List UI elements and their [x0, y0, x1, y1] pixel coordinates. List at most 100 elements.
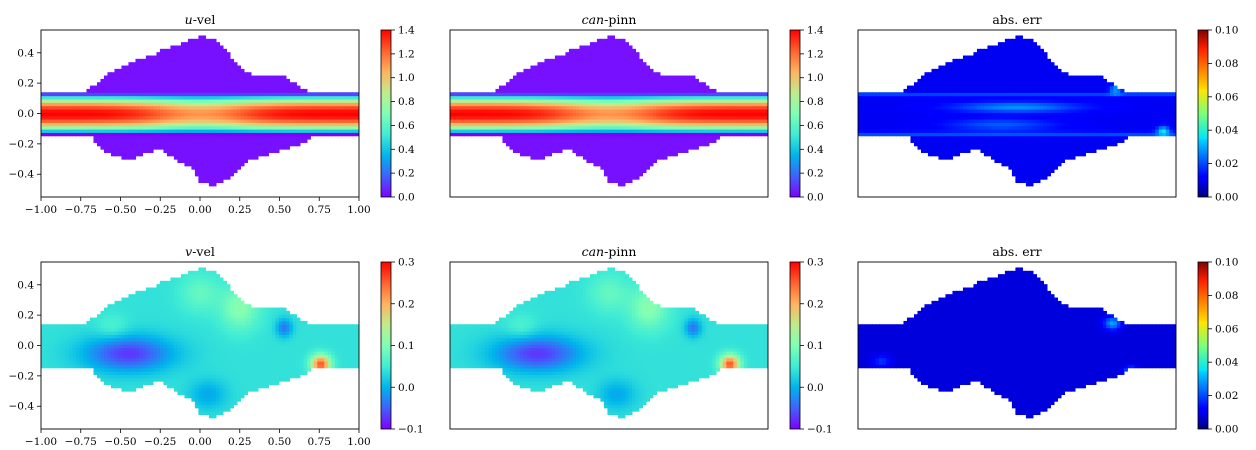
heatmap-cell	[673, 135, 678, 140]
heatmap-cell	[575, 52, 581, 57]
heatmap-cell	[698, 95, 703, 100]
heatmap-cell	[927, 145, 933, 150]
heatmap-cell	[607, 145, 612, 150]
heatmap-cell	[240, 159, 245, 163]
heatmap-cell	[861, 98, 866, 103]
heatmap-cell	[491, 92, 497, 97]
heatmap-cell	[145, 115, 151, 120]
heatmap-cell	[603, 159, 609, 163]
heatmap-cell	[61, 132, 67, 137]
heatmap-cell	[282, 132, 287, 137]
heatmap-cell	[659, 78, 664, 83]
heatmap-cell	[656, 108, 661, 113]
heatmap-cell	[474, 98, 479, 103]
heatmap-cell	[575, 62, 581, 67]
heatmap-cell	[201, 159, 207, 163]
heatmap-cell	[712, 125, 717, 130]
heatmap-cell	[906, 108, 912, 113]
heatmap-cell	[554, 108, 560, 113]
heatmap-cell	[467, 98, 472, 103]
heatmap-cell	[948, 118, 954, 123]
heatmap-cell	[240, 162, 245, 167]
heatmap-cell	[719, 108, 724, 113]
heatmap-cell	[757, 98, 762, 103]
heatmap-cell	[910, 139, 915, 143]
heatmap-cell	[722, 115, 727, 120]
heatmap-cell	[677, 88, 682, 93]
heatmap-cell	[673, 139, 678, 143]
heatmap-cell	[184, 142, 189, 147]
heatmap-cell	[603, 68, 609, 73]
heatmap-cell	[596, 55, 602, 60]
heatmap-cell	[865, 98, 870, 103]
heatmap-cell	[698, 122, 703, 127]
heatmap-cell	[198, 35, 203, 40]
heatmap-cell	[250, 152, 255, 157]
heatmap-cell	[684, 125, 689, 130]
heatmap-cell	[747, 105, 752, 110]
heatmap-cell	[254, 125, 259, 130]
heatmap-cell	[945, 82, 950, 87]
heatmap-cell	[589, 42, 595, 47]
heatmap-cell	[177, 102, 182, 107]
heatmap-cell	[264, 95, 269, 100]
heatmap-cell	[670, 102, 675, 107]
heatmap-cell	[628, 142, 633, 147]
heatmap-cell	[948, 72, 954, 77]
heatmap-cell	[275, 108, 280, 113]
heatmap-cell	[163, 142, 168, 147]
heatmap-cell	[177, 159, 182, 163]
heatmap-cell	[920, 102, 926, 107]
heatmap-cell	[453, 105, 458, 110]
heatmap-cell	[89, 108, 95, 113]
heatmap-cell	[299, 125, 304, 130]
heatmap-cell	[708, 95, 713, 100]
heatmap-cell	[219, 55, 224, 60]
heatmap-cell	[565, 98, 570, 103]
heatmap-cell	[896, 108, 901, 113]
heatmap-cell	[145, 65, 151, 70]
heatmap-cell	[558, 65, 563, 70]
heatmap-cell	[705, 115, 710, 120]
heatmap-cell	[537, 128, 542, 133]
heatmap-cell	[502, 95, 507, 100]
heatmap-cell	[892, 128, 898, 133]
heatmap-cell	[121, 115, 126, 120]
heatmap-cell	[596, 52, 602, 57]
heatmap-cell	[495, 102, 500, 107]
heatmap-cell	[624, 142, 629, 147]
heatmap-cell	[229, 72, 234, 77]
heatmap-cell	[540, 95, 546, 100]
heatmap-cell	[565, 55, 570, 60]
heatmap-cell	[233, 162, 238, 167]
heatmap-cell	[247, 125, 252, 130]
heatmap-cell	[93, 92, 98, 97]
heatmap-cell	[617, 152, 622, 157]
heatmap-cell	[955, 142, 961, 147]
heatmap-cell	[470, 122, 476, 127]
heatmap-cell	[299, 128, 304, 133]
heatmap-cell	[600, 162, 605, 167]
heatmap-cell	[754, 105, 759, 110]
heatmap-cell	[212, 108, 217, 113]
heatmap-cell	[959, 118, 964, 123]
heatmap-cell	[955, 122, 961, 127]
heatmap-cell	[757, 92, 762, 97]
heatmap-cell	[624, 112, 629, 117]
heatmap-cell	[114, 115, 119, 120]
heatmap-cell	[917, 85, 922, 90]
heatmap-cell	[271, 98, 276, 103]
heatmap-cell	[131, 139, 137, 143]
heatmap-cell	[917, 115, 922, 120]
heatmap-cell	[194, 145, 200, 150]
heatmap-cell	[264, 152, 269, 157]
heatmap-cell	[194, 142, 200, 147]
heatmap-cell	[61, 92, 67, 97]
heatmap-cell	[892, 105, 898, 110]
heatmap-cell	[187, 118, 193, 123]
heatmap-cell	[917, 139, 922, 143]
heatmap-cell	[187, 142, 193, 147]
heatmap-cell	[631, 132, 636, 137]
heatmap-cell	[568, 128, 574, 133]
heatmap-cell	[51, 125, 56, 130]
